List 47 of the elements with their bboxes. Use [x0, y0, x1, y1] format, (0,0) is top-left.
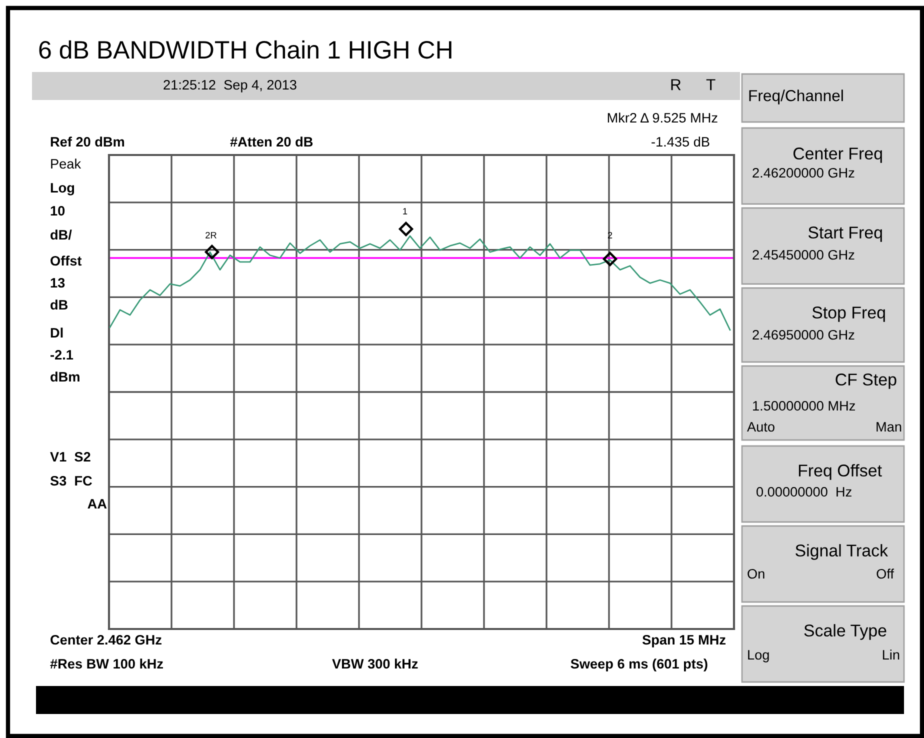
text: Offst	[50, 256, 82, 266]
text: On	[748, 569, 764, 579]
text: AA	[88, 499, 107, 509]
text: Stop Freq	[812, 306, 885, 322]
text: 1	[403, 208, 408, 214]
text: Signal Track	[796, 544, 888, 560]
text: Center 2.462 GHz	[50, 635, 162, 645]
text: Peak	[51, 158, 82, 169]
text: 2.46950000 GHz	[752, 330, 854, 340]
chart-title: 6 dB BANDWIDTH Chain 1 HIGH CH	[39, 40, 452, 59]
text: VBW 300 kHz	[332, 658, 418, 669]
text: Scale Type	[804, 624, 886, 640]
text: Freq/Channel	[749, 90, 843, 104]
text: V1 S2	[50, 452, 90, 462]
text: Dl	[50, 328, 63, 338]
text: Man	[876, 422, 902, 432]
text: Center Freq	[793, 148, 882, 163]
text: Span 15 MHz	[642, 635, 726, 648]
text: 1.50000000 MHz	[753, 401, 855, 411]
text: Freq Offset	[798, 464, 882, 480]
text: R	[671, 79, 681, 90]
text: #Atten 20 dB	[230, 136, 313, 147]
text: 2.46200000 GHz	[752, 168, 854, 178]
text: CF Step	[836, 374, 896, 389]
text: Mkr2 Δ 9.525 MHz	[608, 112, 718, 123]
text: #Res BW 100 kHz	[50, 658, 163, 669]
text: Log	[748, 650, 769, 662]
text: Start Freq	[808, 226, 882, 242]
text: Off	[876, 568, 894, 579]
text: 2.45450000 GHz	[752, 250, 854, 260]
text: S3 FC	[50, 476, 92, 486]
text: 13	[50, 278, 65, 288]
text: dB/	[50, 230, 72, 240]
text: Ref 20 dBm	[50, 136, 124, 147]
text: Log	[50, 183, 74, 196]
text: -2.1	[50, 350, 74, 360]
text: dB	[50, 300, 68, 310]
text: dBm	[50, 372, 80, 382]
text: 21:25:12 Sep 4, 2013	[164, 80, 296, 92]
text: Lin	[882, 650, 900, 660]
text: -1.435 dB	[652, 136, 710, 147]
text: Sweep 6 ms (601 pts)	[570, 658, 708, 672]
annotation: 2R	[206, 232, 216, 238]
text: Auto	[747, 422, 774, 432]
text: 0.00000000 Hz	[756, 487, 852, 497]
text: 10	[50, 206, 65, 216]
text: T	[706, 79, 716, 90]
